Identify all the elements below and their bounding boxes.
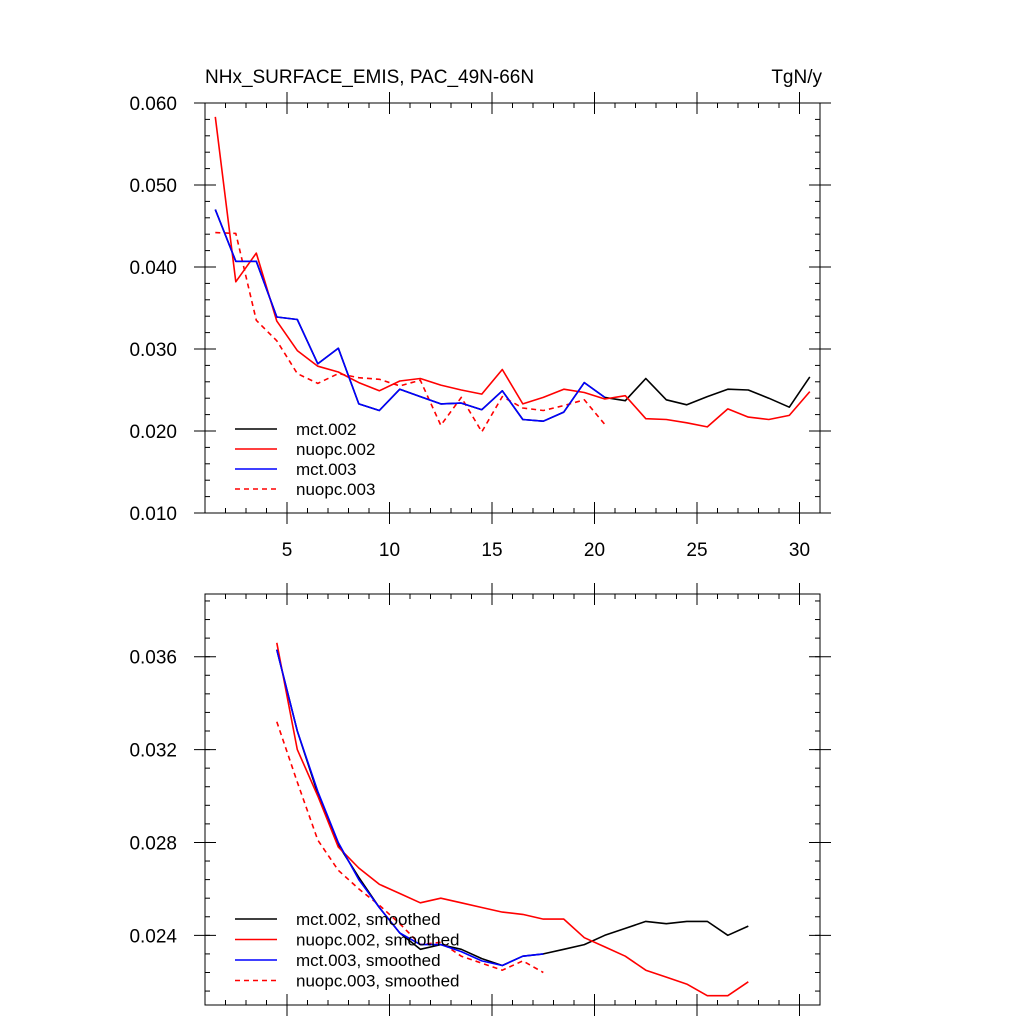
x-tick-label: 10: [379, 540, 400, 561]
legend-label: nuopc.002, smoothed: [296, 931, 460, 950]
series-line-nuopc-003: [215, 231, 606, 433]
series-line-mct-003: [214, 209, 606, 423]
chart-title: NHx_SURFACE_EMIS, PAC_49N-66N: [205, 67, 534, 88]
legend-label: mct.002: [296, 420, 356, 439]
bottom-chart: 0.024 0.028 0.032 0.036 mct.002, smoothed nu…: [129, 583, 831, 1016]
legend-label: nuopc.002: [296, 440, 375, 459]
x-tick-label: 25: [686, 540, 707, 561]
chart-units: TgN/y: [771, 67, 822, 88]
y-tick-label: 0.040: [129, 258, 177, 279]
x-tick-label: 15: [481, 540, 502, 561]
y-tick-label: 0.010: [129, 504, 177, 525]
y-tick-label: 0.024: [129, 926, 177, 947]
bottom-chart-legend: mct.002, smoothed nuopc.002, smoothedmct.…: [235, 910, 460, 991]
series-line-mct-003-smoothed: [276, 649, 544, 967]
y-tick-label: 0.050: [129, 176, 177, 197]
y-tick-label: 0.036: [129, 648, 177, 669]
top-chart-series: [214, 116, 811, 433]
x-tick-label: 30: [789, 540, 810, 561]
bottom-chart-ticks: 0.024 0.028 0.032 0.036: [129, 583, 831, 1016]
bottom-chart-series: [276, 642, 749, 997]
series-line-mct-002: [214, 209, 811, 423]
legend-label: mct.003: [296, 460, 356, 479]
bottom-chart-plot-frame: [204, 593, 821, 1006]
top-chart-ticks: 5 10 15 20 25 30 0.010 0.020 0.030 0.040 0.050 0.06…: [129, 92, 831, 561]
y-tick-label: 0.060: [129, 94, 177, 115]
series-line-nuopc-002-smoothed: [276, 642, 749, 997]
top-chart: NHx_SURFACE_EMIS, PAC_49N-66N TgN/y 5 10 1…: [129, 67, 831, 561]
legend-label: nuopc.003, smoothed: [296, 972, 460, 991]
legend-label: mct.002, smoothed: [296, 910, 441, 929]
legend-label: mct.003, smoothed: [296, 951, 441, 970]
series-line-nuopc-002: [214, 116, 811, 428]
y-tick-label: 0.030: [129, 340, 177, 361]
x-tick-label: 5: [282, 540, 293, 561]
y-tick-label: 0.020: [129, 422, 177, 443]
top-chart-plot-frame: [204, 102, 821, 514]
x-tick-label: 20: [584, 540, 605, 561]
y-tick-label: 0.032: [129, 741, 177, 762]
y-tick-label: 0.028: [129, 833, 177, 854]
legend-label: nuopc.003: [296, 480, 375, 499]
